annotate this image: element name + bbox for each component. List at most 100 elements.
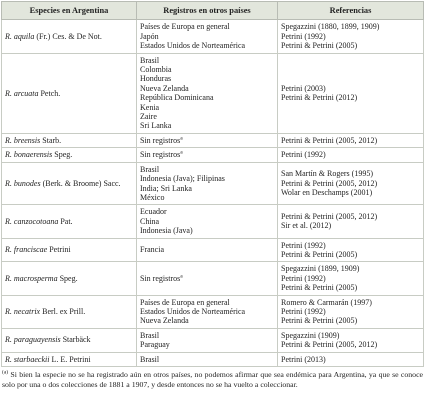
- references-cell: San Martín & Rogers (1995) Petrini & Petr…: [277, 161, 424, 206]
- species-name: R. paraguayensis: [5, 335, 61, 345]
- species-name: R. breensis: [5, 135, 41, 145]
- record: Indonesia (Java): [140, 226, 193, 236]
- header-cell: Referencias: [277, 0, 424, 21]
- species-table: Especies en Argentina Registros en otros…: [1, 0, 424, 368]
- note-marker: a: [180, 135, 183, 142]
- record: Colombia: [140, 65, 172, 75]
- header-cell: Especies en Argentina: [1, 0, 137, 21]
- references-cell: Spegazzini (1899, 1909) Petrini (1992) Pet…: [277, 261, 424, 296]
- reference: Petrini & Petrini (2005, 2012): [281, 178, 378, 188]
- record: Estados Unidos de Norteamérica: [140, 41, 246, 51]
- table-row: R. arcuata Petch. Brasil Colombia Honduras N…: [1, 52, 424, 134]
- species-name: R. starbaeckii: [5, 354, 50, 364]
- table-row: R. breensis Starb. Sin registrosa Petrini …: [1, 132, 424, 149]
- species-author: Speg.: [54, 150, 73, 160]
- reference: Petrini & Petrini (2005): [281, 41, 358, 51]
- references-cell: Romero & Carmarán (1997) Petrini (1992) Pe…: [277, 294, 424, 329]
- records-cell: Francia: [136, 237, 278, 263]
- record: China: [140, 216, 160, 226]
- record: Brasil: [140, 55, 160, 65]
- reference: Spegazzini (1909): [281, 330, 340, 340]
- footnote-marker: (a): [2, 369, 9, 376]
- species-cell: R. starbaeckii L. E. Petrini: [1, 351, 137, 368]
- species-name: R. macrosperma: [5, 273, 58, 283]
- species-cell: R. aquila (Fr.) Ces. & De Not.: [1, 19, 137, 54]
- header-cell: Registros en otros países: [136, 0, 278, 21]
- records-cell: Brasil Colombia Honduras Nueva Zelanda Repúb…: [136, 52, 278, 134]
- records-cell: Países de Europa en general Estados Unido…: [136, 294, 278, 329]
- record: Indonesia (Java); Filipinas: [140, 174, 225, 184]
- record: Sin registrosa: [140, 135, 183, 145]
- table-row: R. bunodes (Berk. & Broome) Sacc. Brasil I…: [1, 161, 424, 206]
- record: Paraguay: [140, 340, 170, 350]
- references-cell: Spegazzini (1909) Petrini & Petrini (2005…: [277, 327, 424, 353]
- records-cell: Sin registrosa: [136, 132, 278, 149]
- record: Zaire: [140, 112, 157, 122]
- species-name: R. necatrix: [5, 306, 41, 316]
- record: Sin registrosa: [140, 149, 183, 160]
- record: Países de Europa en general: [140, 297, 230, 307]
- record: Países de Europa en general: [140, 22, 230, 32]
- species-cell: R. arcuata Petch.: [1, 52, 137, 134]
- record: Kenia: [140, 102, 160, 112]
- record: Brasil: [140, 330, 160, 340]
- species-author: Pat.: [60, 216, 73, 226]
- header-row: Especies en Argentina Registros en otros…: [1, 0, 424, 21]
- records-cell: Brasil: [136, 351, 278, 368]
- note-marker: a: [180, 273, 183, 280]
- reference: Petrini (2003): [281, 83, 326, 93]
- species-name: R. canzocotoana: [5, 216, 59, 226]
- reference: Petrini & Petrini (2005, 2012): [281, 135, 378, 145]
- species-author: Speg.: [59, 273, 78, 283]
- species-author: Petrini: [49, 245, 71, 255]
- reference: Spegazzini (1880, 1899, 1909): [281, 22, 380, 32]
- footnote: (a) Si bien la especie no se ha registra…: [0, 367, 425, 389]
- species-cell: R. canzocotoana Pat.: [1, 204, 137, 239]
- table-body: R. aquila (Fr.) Ces. & De Not. Países de …: [1, 19, 424, 368]
- species-author: Starb.: [42, 135, 62, 145]
- species-author: Petch.: [40, 88, 61, 98]
- references-cell: Petrini & Petrini (2005, 2012) Sir et al.…: [277, 204, 424, 239]
- records-cell: Países de Europa en general Japón Estados …: [136, 19, 278, 54]
- reference: Petrini & Petrini (2005): [281, 249, 358, 259]
- reference: Petrini (2013): [281, 354, 326, 364]
- species-author: Berl. ex Prill.: [42, 306, 86, 316]
- records-cell: Sin registrosa: [136, 261, 278, 296]
- species-cell: R. breensis Starb.: [1, 132, 137, 149]
- record: Nueva Zelanda: [140, 316, 189, 326]
- record: Honduras: [140, 74, 172, 84]
- record: Ecuador: [140, 207, 167, 217]
- reference: Petrini (1992): [281, 240, 326, 250]
- table-row: R. paraguayensis Starbäck Brasil Paraguay S…: [1, 327, 424, 353]
- records-cell: Sin registrosa: [136, 147, 278, 163]
- species-name: R. franciscae: [5, 245, 48, 255]
- references-cell: Petrini (1992): [277, 147, 424, 163]
- table-row: R. starbaeckii L. E. Petrini Brasil Petrin…: [1, 351, 424, 368]
- records-cell: Brasil Paraguay: [136, 327, 278, 353]
- species-cell: R. paraguayensis Starbäck: [1, 327, 137, 353]
- references-cell: Petrini & Petrini (2005, 2012): [277, 132, 424, 149]
- record: Nueva Zelanda: [140, 83, 189, 93]
- record: Sin registrosa: [140, 273, 183, 283]
- references-cell: Petrini (2013): [277, 351, 424, 368]
- record: Sri Lanka: [140, 121, 172, 131]
- reference: Wolar en Deschamps (2001): [281, 188, 373, 198]
- record: Japón: [140, 31, 159, 41]
- record: República Dominicana: [140, 93, 214, 103]
- species-cell: R. necatrix Berl. ex Prill.: [1, 294, 137, 329]
- reference: Romero & Carmarán (1997): [281, 297, 372, 307]
- table-row: R. canzocotoana Pat. Ecuador China Indonesi…: [1, 204, 424, 239]
- species-name: R. bunodes: [5, 178, 41, 188]
- species-cell: R. bunodes (Berk. & Broome) Sacc.: [1, 161, 137, 206]
- record: México: [140, 192, 165, 202]
- references-cell: Petrini (1992) Petrini & Petrini (2005): [277, 237, 424, 263]
- table-row: R. bonaerensis Speg. Sin registrosa Petrin…: [1, 147, 424, 163]
- species-cell: R. bonaerensis Speg.: [1, 147, 137, 163]
- footnote-text: Si bien la especie no se ha registrado a…: [2, 370, 423, 389]
- reference: Petrini & Petrini (2005, 2012): [281, 340, 378, 350]
- record: Brasil: [140, 354, 160, 364]
- record: Estados Unidos de Norteamérica: [140, 306, 246, 316]
- reference: Petrini & Petrini (2012): [281, 93, 358, 103]
- species-cell: R. macrosperma Speg.: [1, 261, 137, 296]
